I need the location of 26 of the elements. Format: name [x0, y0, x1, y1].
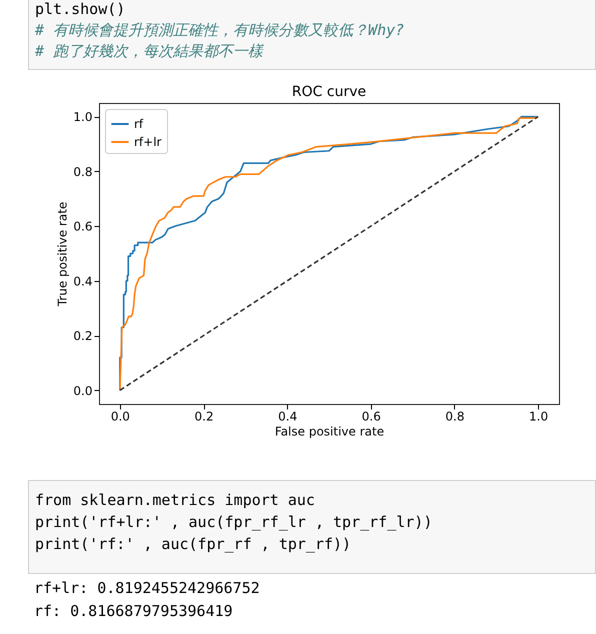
- y-tick-label: 0.6: [73, 220, 92, 234]
- line-series: [119, 116, 539, 392]
- y-tick-label: 0.0: [73, 384, 92, 398]
- y-tick-label: 0.2: [73, 329, 92, 344]
- y-tick-label: 0.4: [73, 274, 92, 288]
- x-tick-label: 0.0: [110, 410, 130, 424]
- x-tick-label: 0.2: [194, 410, 214, 424]
- y-tick-label: 1.0: [73, 110, 92, 124]
- chart-title: ROC curve: [292, 84, 366, 100]
- x-tick-label: 0.4: [278, 410, 298, 424]
- y-axis-title: True positive rate: [55, 202, 70, 308]
- text: print('rf:' , auc(fpr_rf , tpr_rf)): [35, 534, 352, 555]
- text: rf: 0.8166879795396419: [34, 601, 234, 622]
- x-tick-label: 0.8: [445, 410, 464, 424]
- x-tick-label: 0.6: [362, 410, 381, 424]
- text: plt.show(): [35, 0, 126, 20]
- legend-label: rf: [134, 117, 144, 131]
- x-tick-label: 1.0: [529, 410, 548, 424]
- text: rf+lr: 0.8192455242966752: [34, 578, 260, 599]
- text: # 跑了好幾次，每次結果都不一樣: [35, 41, 265, 62]
- legend-label: rf+lr: [134, 135, 162, 149]
- text: from sklearn.metrics import auc: [35, 490, 316, 511]
- text: # 有時候會提升預測正確性，有時候分數又較低？Why?: [35, 20, 406, 41]
- x-axis-title: False positive rate: [274, 424, 384, 438]
- text: print('rf+lr:' , auc(fpr_rf_lr , tpr_rf_lr)): [35, 512, 434, 533]
- y-tick-label: 0.8: [73, 164, 92, 179]
